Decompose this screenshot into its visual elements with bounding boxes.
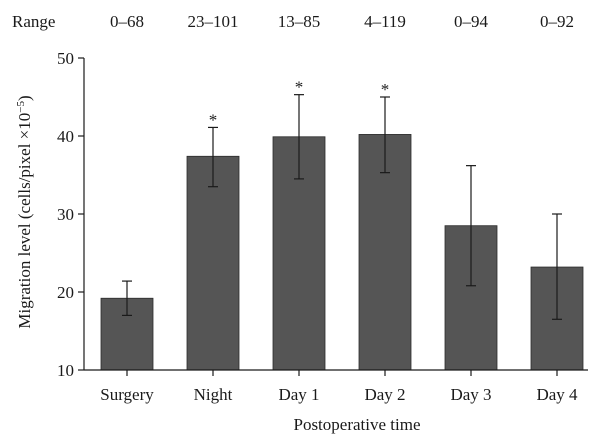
y-tick-label: 10 (57, 361, 74, 380)
x-axis: Surgery Night Day 1 Day 2 Day 3 Day 4 (84, 369, 588, 404)
y-axis-title-exponent: −5 (15, 101, 27, 113)
y-tick-label: 30 (57, 205, 74, 224)
y-tick-label: 40 (57, 127, 74, 146)
x-tick-label: Surgery (100, 385, 154, 404)
y-axis-title: Migration level (cells/pixel ×10−5) (15, 95, 34, 328)
range-value: 0–92 (540, 12, 574, 31)
significance-marker: * (295, 78, 304, 97)
range-value: 4–119 (364, 12, 406, 31)
range-value: 0–94 (454, 12, 489, 31)
y-tick-label: 50 (57, 49, 74, 68)
range-value: 23–101 (188, 12, 239, 31)
y-axis: 10 20 30 40 50 (57, 49, 85, 380)
bars: * * * (100, 78, 584, 371)
range-row: Range 0–68 23–101 13–85 4–119 0–94 0–92 (12, 12, 574, 31)
x-tick-label: Day 2 (364, 385, 405, 404)
significance-marker: * (209, 110, 218, 129)
x-tick-label: Day 4 (536, 385, 578, 404)
x-tick-label: Night (194, 385, 233, 404)
y-axis-title-main: Migration level (cells/pixel ×10 (15, 113, 34, 329)
bar (186, 155, 240, 371)
range-label: Range (12, 12, 55, 31)
y-tick-label: 20 (57, 283, 74, 302)
range-value: 13–85 (278, 12, 321, 31)
significance-marker: * (381, 80, 390, 99)
range-value: 0–68 (110, 12, 144, 31)
x-axis-title: Postoperative time (293, 415, 420, 434)
x-tick-label: Day 1 (278, 385, 319, 404)
bar (358, 134, 412, 371)
x-tick-label: Day 3 (450, 385, 491, 404)
y-axis-title-close: ) (15, 95, 34, 101)
